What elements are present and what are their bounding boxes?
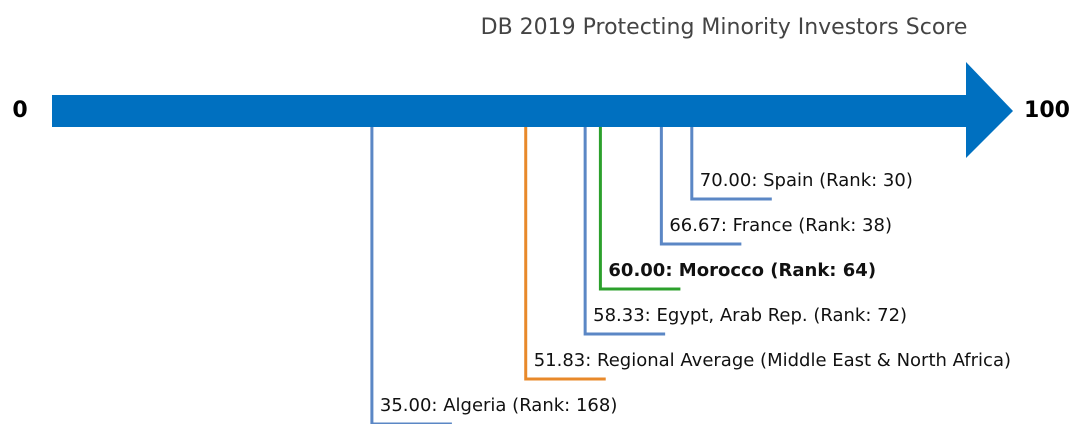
value-label: 58.33: Egypt, Arab Rep. (Rank: 72) [593, 305, 907, 326]
leader-line [583, 127, 666, 336]
value-label: 70.00: Spain (Rank: 30) [700, 170, 913, 191]
x-tick-label: 100 [1024, 98, 1070, 123]
leader-line [370, 127, 452, 424]
leader-line [524, 127, 606, 381]
leader-line [659, 127, 742, 246]
leader-line [598, 127, 681, 291]
axis-arrowhead [966, 62, 1013, 158]
leader-line [690, 127, 772, 201]
value-label: 51.83: Regional Average (Middle East & N… [534, 350, 1011, 371]
x-tick-label: 0 [12, 98, 27, 123]
axis-bar [52, 95, 968, 127]
value-label: 60.00: Morocco (Rank: 64) [608, 260, 876, 281]
value-label: 35.00: Algeria (Rank: 168) [380, 395, 617, 416]
chart-title: DB 2019 Protecting Minority Investors Sc… [481, 15, 968, 40]
value-label: 66.67: France (Rank: 38) [669, 215, 892, 236]
